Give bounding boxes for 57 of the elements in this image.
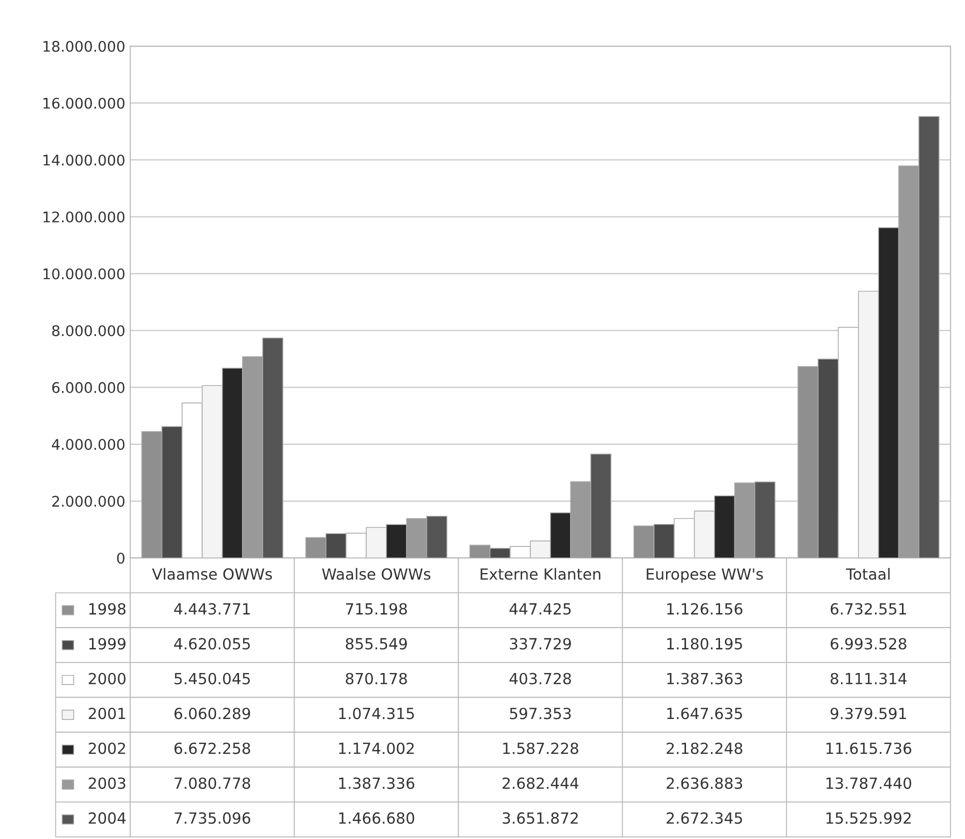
data-label: 15.525.992 [826, 812, 911, 824]
data-label: 403.728 [510, 672, 571, 684]
y-tick-label: 8.000.000 [52, 325, 124, 336]
x-tick-label: Europese WW's [646, 568, 763, 583]
data-label: 2.682.444 [502, 777, 578, 789]
data-label: 870.178 [346, 672, 407, 684]
y-tick-label: 6.000.000 [52, 382, 124, 394]
y-tick-label: 4.000.000 [52, 438, 124, 450]
data-label: 8.111.314 [830, 672, 907, 684]
data-label: 7.080.778 [174, 777, 250, 789]
y-tick-label: 18.000.000 [44, 40, 124, 52]
data-label: 7.735.096 [174, 812, 250, 824]
data-label: 1.074.315 [339, 708, 414, 720]
data-label: 855.549 [346, 638, 407, 650]
data-label: 447.425 [510, 603, 571, 615]
data-label: 2.672.345 [666, 812, 742, 824]
data-label: 5.450.045 [174, 672, 250, 684]
data-label: 9.379.591 [830, 708, 906, 720]
legend-label: 2004 [88, 812, 126, 824]
data-label: 2.182.248 [666, 742, 742, 754]
data-label: 4.443.771 [174, 603, 250, 615]
x-tick-label: Vlaamse OWWs [152, 568, 272, 580]
y-tick-label: 12.000.000 [44, 211, 124, 222]
legend-label: 2001 [88, 708, 126, 720]
data-label: 1.180.195 [667, 638, 742, 650]
data-label: 1.647.635 [667, 708, 742, 720]
legend-label: 1999 [89, 638, 126, 650]
data-label: 6.993.528 [830, 638, 906, 650]
y-tick-label: 16.000.000 [44, 98, 124, 109]
x-tick-label: Externe Klanten [480, 568, 600, 580]
x-tick-label: Totaal [846, 568, 890, 580]
y-tick-label: 14.000.000 [44, 154, 124, 166]
data-label: 1.387.363 [667, 672, 742, 684]
data-label: 1.174.002 [339, 742, 414, 754]
data-label: 6.732.551 [830, 603, 906, 615]
legend-label: 2002 [88, 742, 126, 754]
data-label: 1.466.680 [339, 812, 414, 824]
y-tick-label: 10.000.000 [44, 268, 124, 280]
data-label: 2.636.883 [666, 777, 742, 789]
data-label: 13.787.440 [826, 777, 912, 789]
data-label: 3.651.872 [502, 812, 578, 824]
data-label: 337.729 [510, 638, 571, 650]
x-tick-label: Waalse OWWs [322, 568, 430, 580]
data-label: 715.198 [346, 603, 407, 615]
legend-label: 2000 [88, 672, 126, 684]
data-label: 4.620.055 [174, 638, 250, 650]
data-label: 1.587.228 [503, 742, 578, 754]
data-label: 11.615.736 [826, 742, 912, 754]
y-tick-label: 0 [117, 552, 124, 564]
legend-label: 1998 [89, 603, 126, 615]
data-label: 6.060.289 [174, 708, 250, 720]
data-label: 597.353 [510, 708, 571, 720]
y-tick-label: 2.000.000 [52, 496, 124, 507]
legend-label: 2003 [88, 777, 126, 789]
data-label: 1.126.156 [667, 603, 742, 615]
data-label: 1.387.336 [339, 777, 414, 789]
data-label: 6.672.258 [174, 742, 250, 754]
